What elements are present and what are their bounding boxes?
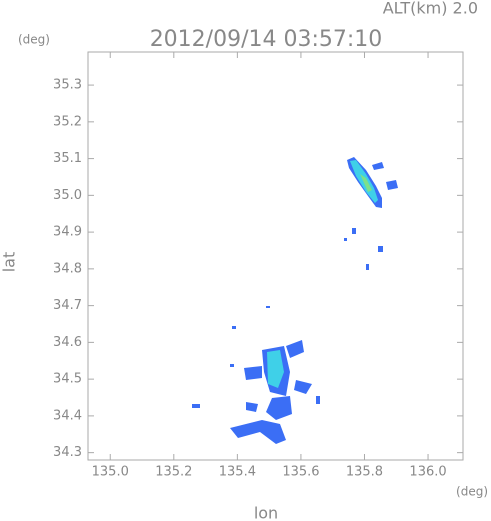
y-tick-label: 35.3 (53, 78, 82, 93)
y-tick-label: 34.7 (53, 298, 82, 313)
x-axis-label: lon (254, 504, 278, 521)
y-tick-label: 34.3 (53, 445, 82, 460)
x-tick-label: 135.6 (282, 465, 319, 480)
altitude-label: ALT(km) 2.0 (383, 0, 478, 18)
x-tick-label: 135.0 (92, 465, 129, 480)
echo-ne (344, 157, 398, 270)
x-tick-label: 135.4 (219, 465, 256, 480)
x-unit: (deg) (456, 485, 488, 499)
y-tick-label: 35.0 (53, 188, 82, 203)
y-tick-label: 34.9 (53, 225, 82, 240)
y-tick-label: 34.8 (53, 261, 82, 276)
y-tick-label: 35.1 (53, 151, 82, 166)
x-tick-label: 135.2 (155, 465, 192, 480)
y-tick-label: 34.6 (53, 335, 82, 350)
x-tick-label: 136.0 (409, 465, 446, 480)
y-axis-label: lat (0, 252, 19, 273)
chart-title: 2012/09/14 03:57:10 (150, 27, 383, 52)
y-unit: (deg) (18, 33, 50, 47)
plot-frame (87, 51, 464, 461)
x-tick-label: 135.8 (346, 465, 383, 480)
echo-sw (192, 306, 320, 444)
y-tick-label: 34.5 (53, 372, 82, 387)
y-tick-label: 35.2 (53, 114, 82, 129)
y-tick-label: 34.4 (53, 408, 82, 423)
